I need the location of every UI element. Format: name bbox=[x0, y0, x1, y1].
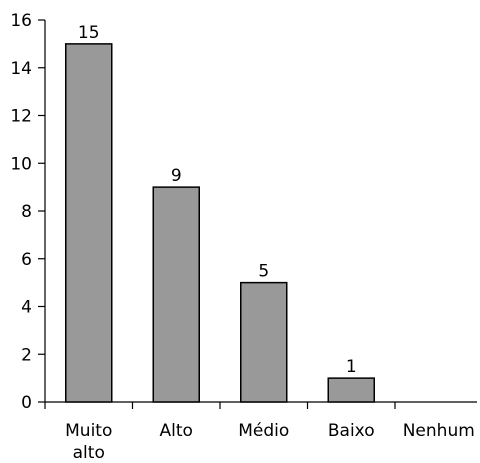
x-category-label: Médio bbox=[238, 421, 289, 441]
y-tick-label: 8 bbox=[21, 202, 32, 222]
bar-value-label: 9 bbox=[171, 166, 182, 186]
bars bbox=[65, 43, 375, 403]
y-tick-label: 6 bbox=[21, 250, 32, 270]
data-labels: 15 9 5 1 bbox=[78, 23, 357, 377]
bar-value-label: 5 bbox=[258, 262, 269, 282]
y-tick-label: 4 bbox=[21, 298, 32, 318]
y-tick-label: 0 bbox=[21, 393, 32, 413]
bar bbox=[65, 43, 113, 403]
y-tick-label: 2 bbox=[21, 345, 32, 365]
y-tick-label: 10 bbox=[10, 154, 32, 174]
bar-value-label: 15 bbox=[78, 23, 100, 43]
x-axis: Muito alto Alto Médio Baixo Nenhum bbox=[44, 401, 477, 463]
bar-value-label: 1 bbox=[346, 357, 357, 377]
x-category-label: Nenhum bbox=[403, 421, 475, 441]
y-axis: 0 2 4 6 8 10 12 14 16 bbox=[10, 11, 46, 413]
bar bbox=[327, 377, 375, 403]
y-tick-label: 12 bbox=[10, 107, 32, 127]
x-category-label: Muito alto bbox=[65, 421, 112, 463]
y-tick-label: 16 bbox=[10, 11, 32, 31]
x-category-label: Alto bbox=[160, 421, 193, 441]
bar bbox=[152, 186, 200, 403]
bar bbox=[240, 281, 288, 403]
x-category-label: Baixo bbox=[328, 421, 375, 441]
y-tick-label: 14 bbox=[10, 59, 32, 79]
